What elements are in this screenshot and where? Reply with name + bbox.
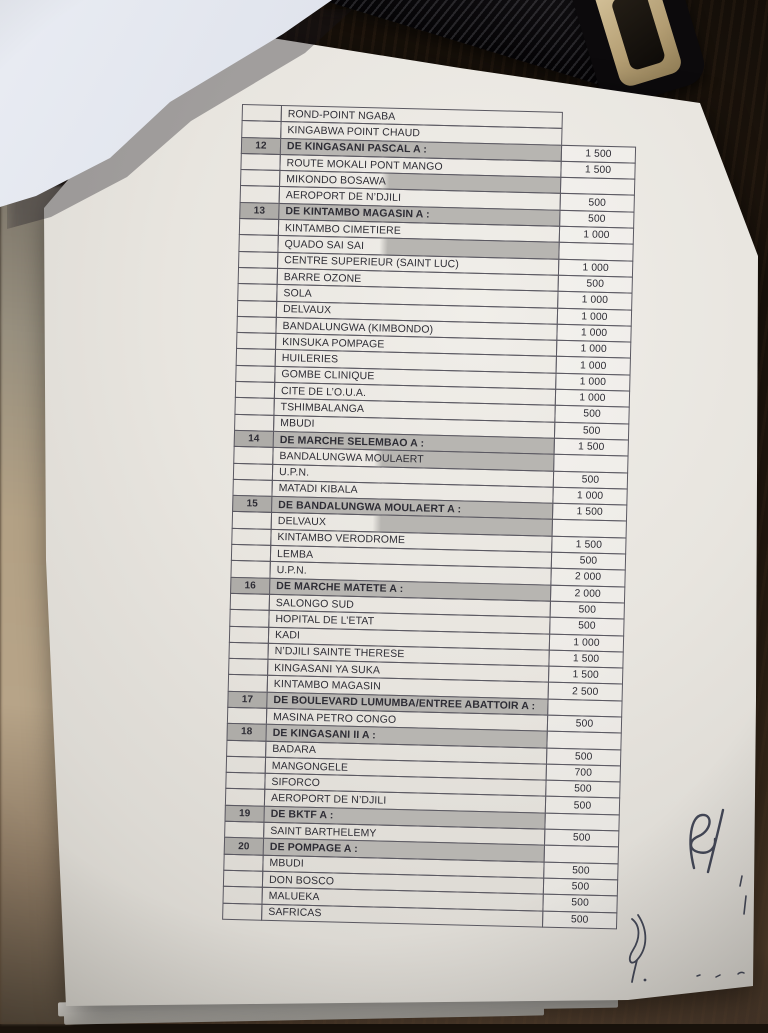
section-number-cell — [222, 902, 263, 921]
fare-cell: 500 — [541, 910, 618, 930]
bottom-edge-pen-dots — [696, 971, 745, 978]
pen-loop-scribble — [628, 914, 647, 983]
handwritten-signature — [689, 808, 725, 874]
edge-pen-marks — [739, 875, 747, 915]
fare-table: ROND-POINT NGABA KINGABWA POINT CHAUD 12 DE… — [222, 104, 638, 930]
